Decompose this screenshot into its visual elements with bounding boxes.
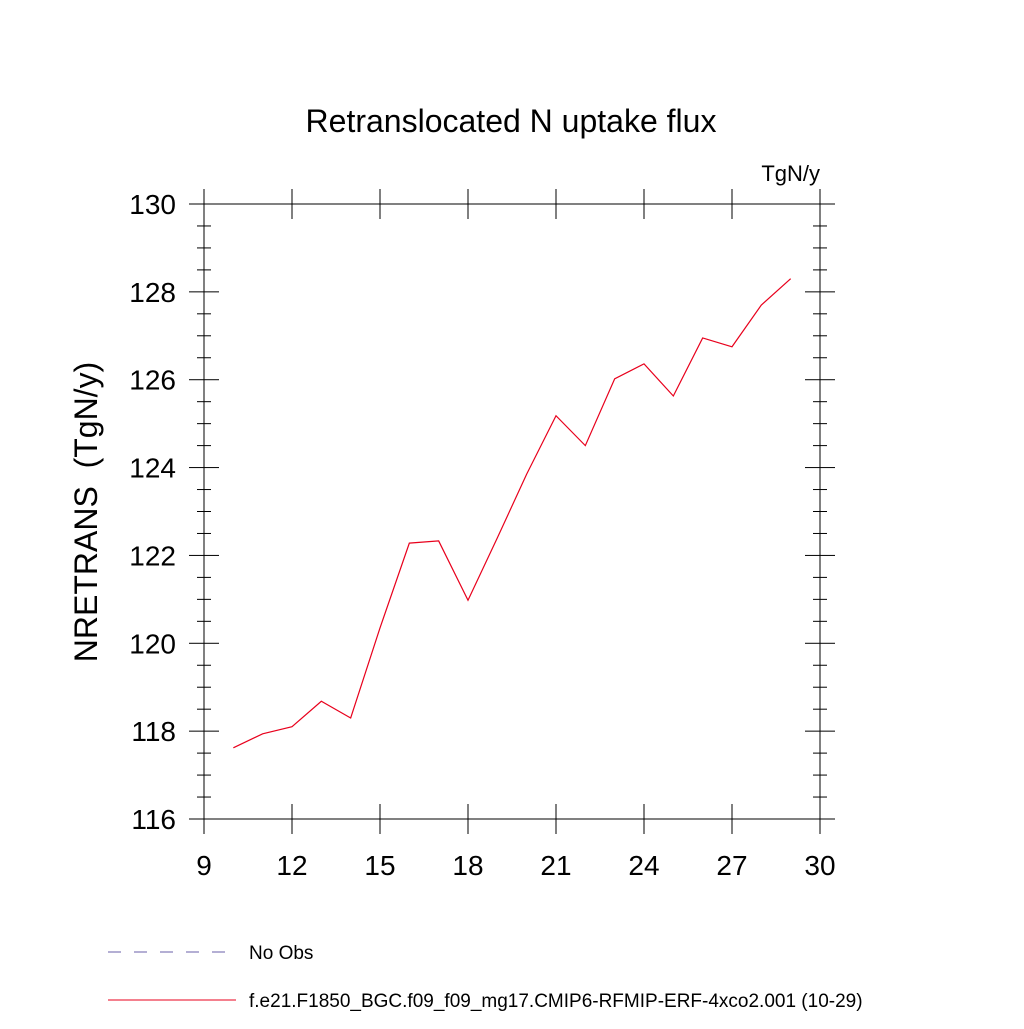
legend: No Obs f.e21.F1850_BGC.f09_f09_mg17.CMIP6… — [108, 943, 863, 1012]
units-label: TgN/y — [761, 161, 820, 186]
y-tick-label: 116 — [131, 804, 176, 835]
y-axis-label: NRETRANS (TgN/y) — [68, 362, 104, 662]
x-tick-label: 12 — [276, 850, 307, 881]
y-tick-label: 128 — [129, 277, 176, 308]
x-tick-label: 21 — [540, 850, 571, 881]
series-line — [233, 278, 792, 749]
x-tick-label: 24 — [628, 850, 659, 881]
x-tick-labels: 9 12 15 18 21 24 27 30 — [196, 850, 835, 881]
x-tick-label: 15 — [364, 850, 395, 881]
y-tick-label: 122 — [129, 540, 176, 571]
y-tick-labels: 116 118 120 122 124 126 128 130 — [129, 189, 176, 835]
y-tick-label: 120 — [129, 628, 176, 659]
x-tick-label: 30 — [804, 850, 835, 881]
chart-title: Retranslocated N uptake flux — [306, 103, 717, 139]
axis-ticks — [189, 189, 835, 834]
legend-entry-label: f.e21.F1850_BGC.f09_f09_mg17.CMIP6-RFMIP… — [249, 991, 863, 1012]
legend-entry-label: No Obs — [249, 943, 313, 964]
y-tick-label: 124 — [129, 453, 176, 484]
y-tick-label: 126 — [129, 365, 176, 396]
x-tick-label: 18 — [452, 850, 483, 881]
data-series — [233, 278, 792, 749]
y-tick-label: 130 — [129, 189, 176, 220]
plot-frame — [203, 203, 821, 820]
y-tick-label: 118 — [131, 716, 176, 747]
x-tick-label: 9 — [196, 850, 212, 881]
x-tick-label: 27 — [716, 850, 747, 881]
